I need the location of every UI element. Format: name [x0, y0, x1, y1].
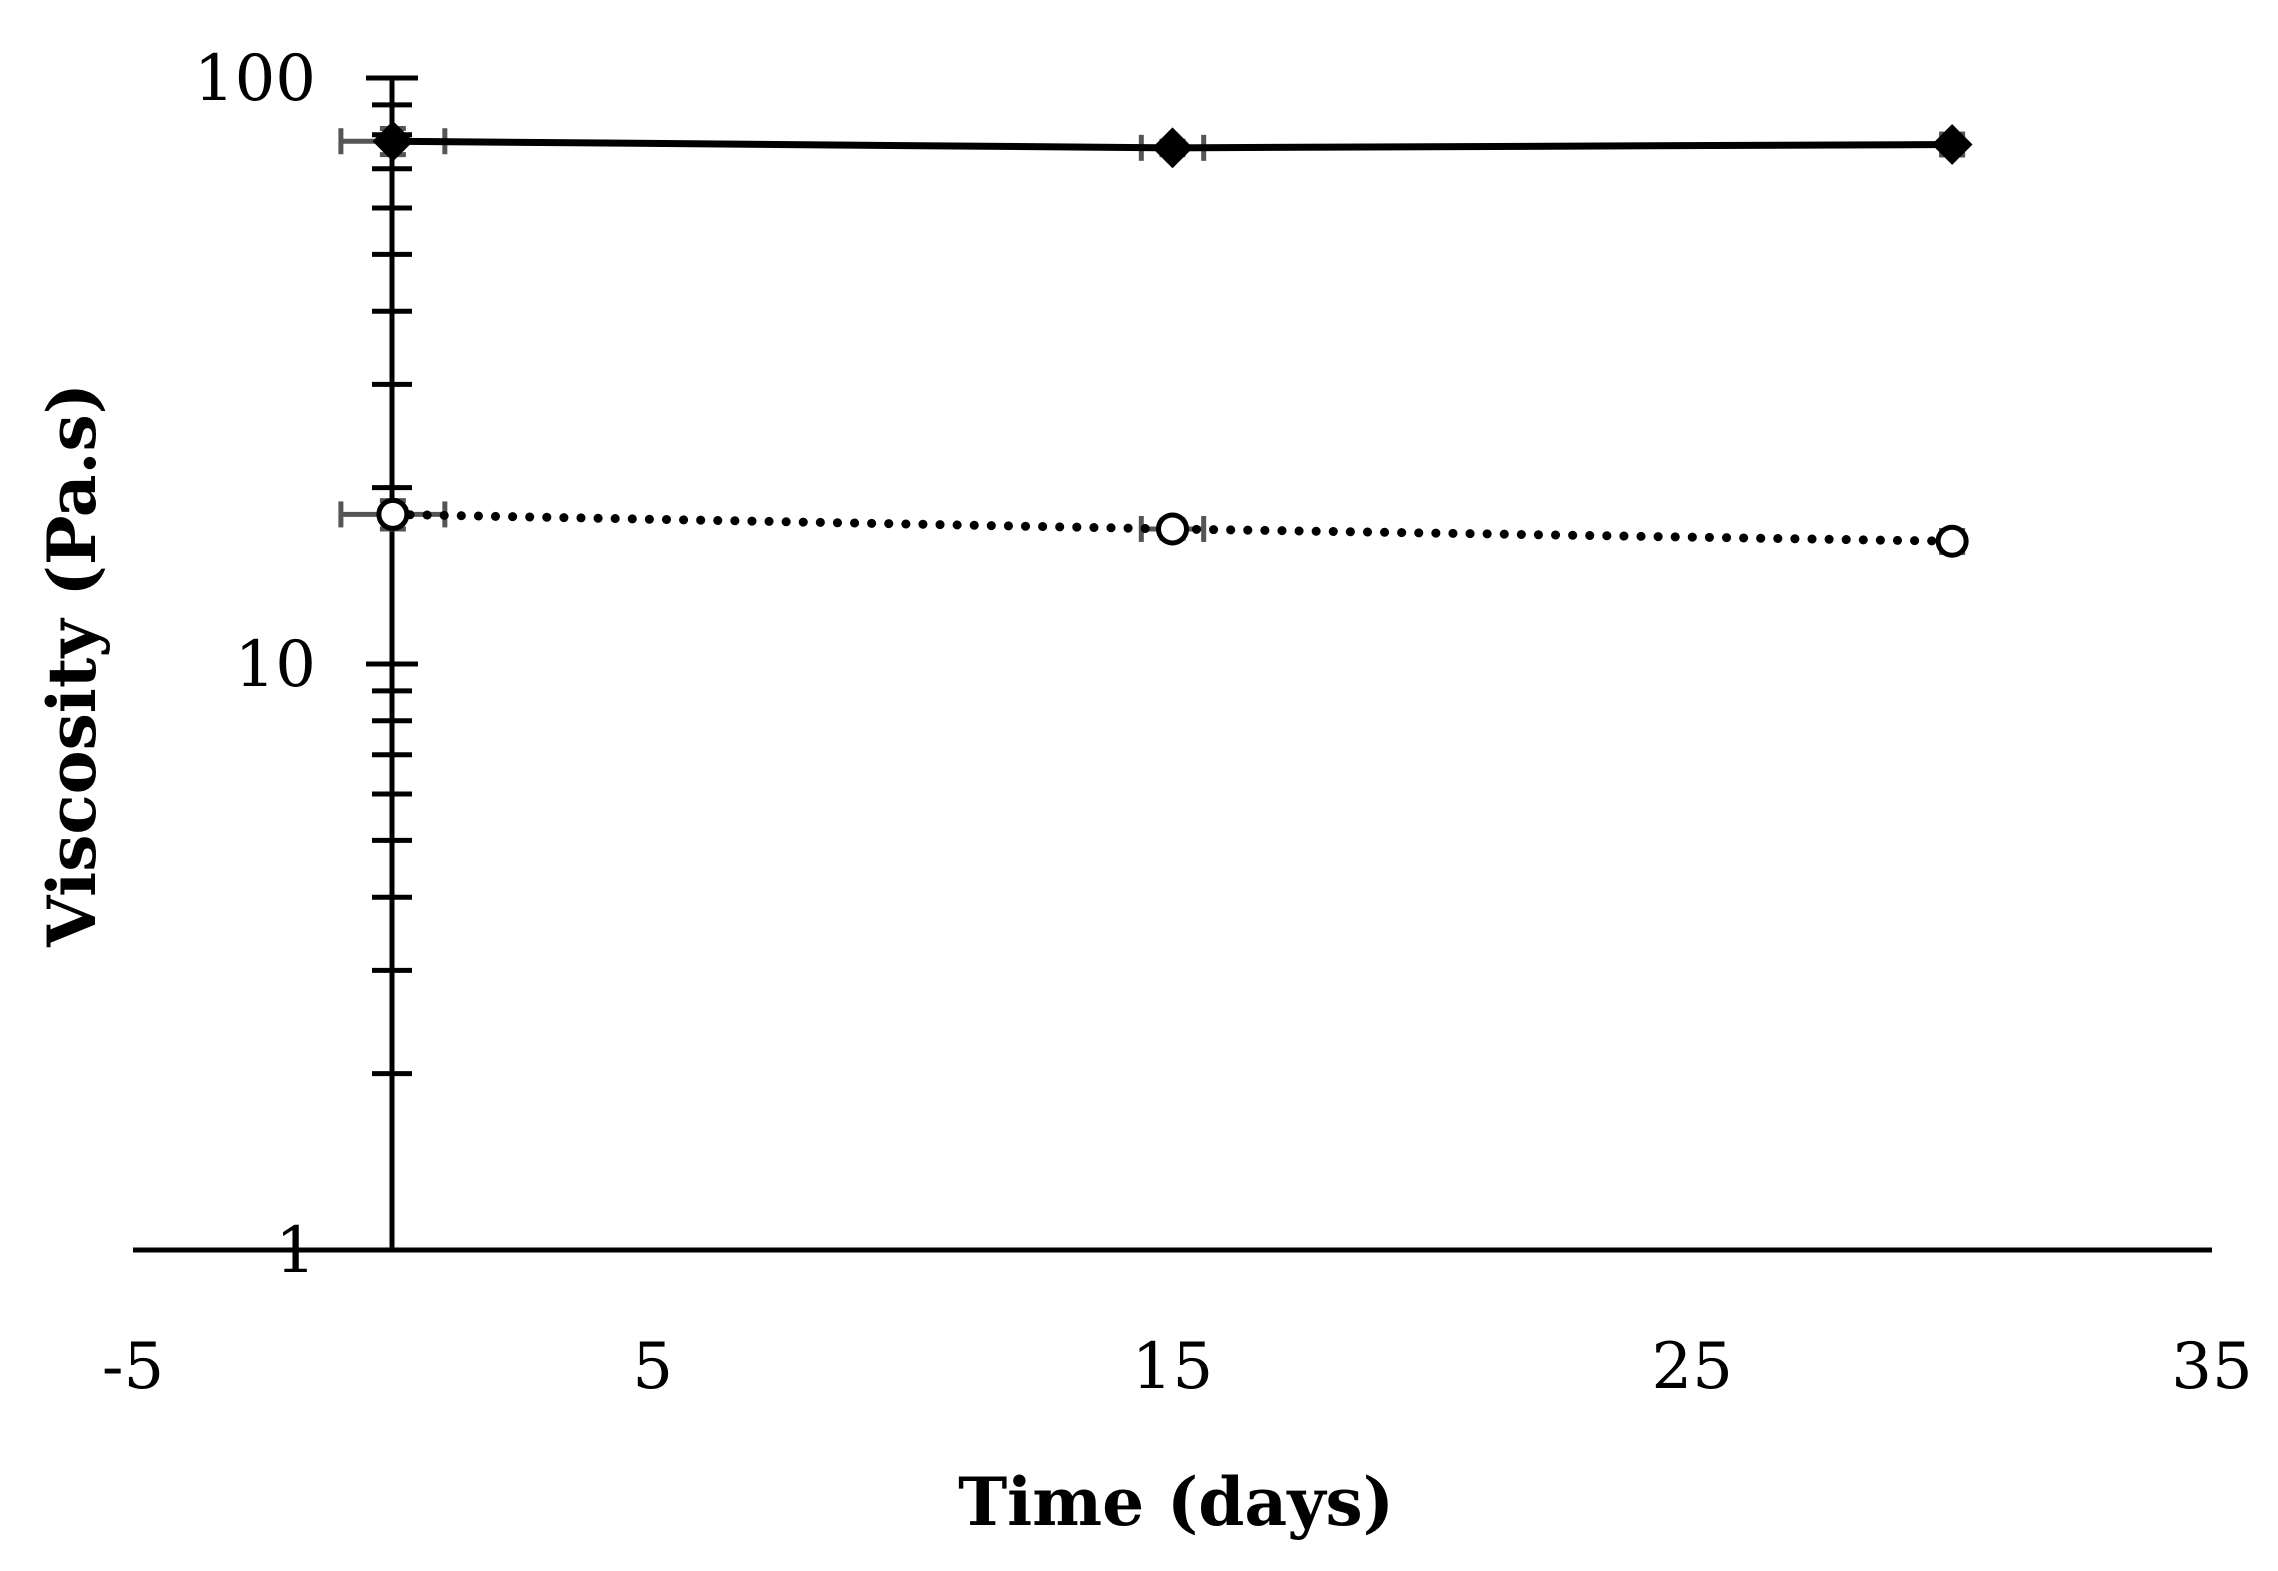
x-axis-title: Time (days): [958, 1463, 1394, 1541]
y-tick-label: 100: [194, 42, 316, 116]
x-tick-label: 35: [2171, 1330, 2252, 1404]
y-tick-label: 1: [275, 1214, 316, 1288]
x-tick-label: 5: [632, 1330, 673, 1404]
data-point-circle: [1935, 524, 1969, 558]
data-point-diamond: [1152, 127, 1193, 169]
data-point-diamond: [1931, 124, 1973, 165]
x-tick-labels: -5 5 15 25 35: [102, 1330, 2253, 1404]
y-tick-label: 10: [235, 628, 316, 702]
data-point-diamond: [372, 120, 414, 162]
data-point-circle: [1156, 512, 1189, 546]
y-axis-title: Viscosity (Pa.s): [33, 383, 111, 948]
series-2-line: [388, 509, 1957, 546]
x-tick-label: 25: [1652, 1330, 1733, 1404]
x-tick-label: -5: [102, 1330, 164, 1404]
data-point-circle: [376, 497, 410, 531]
axes: [133, 75, 2212, 1253]
x-tick-label: 15: [1132, 1330, 1213, 1404]
series-markers: [372, 120, 1973, 558]
series-lines: [388, 137, 1957, 546]
error-bars: [338, 126, 1966, 555]
y-tick-labels: 1 10 100: [194, 42, 316, 1288]
